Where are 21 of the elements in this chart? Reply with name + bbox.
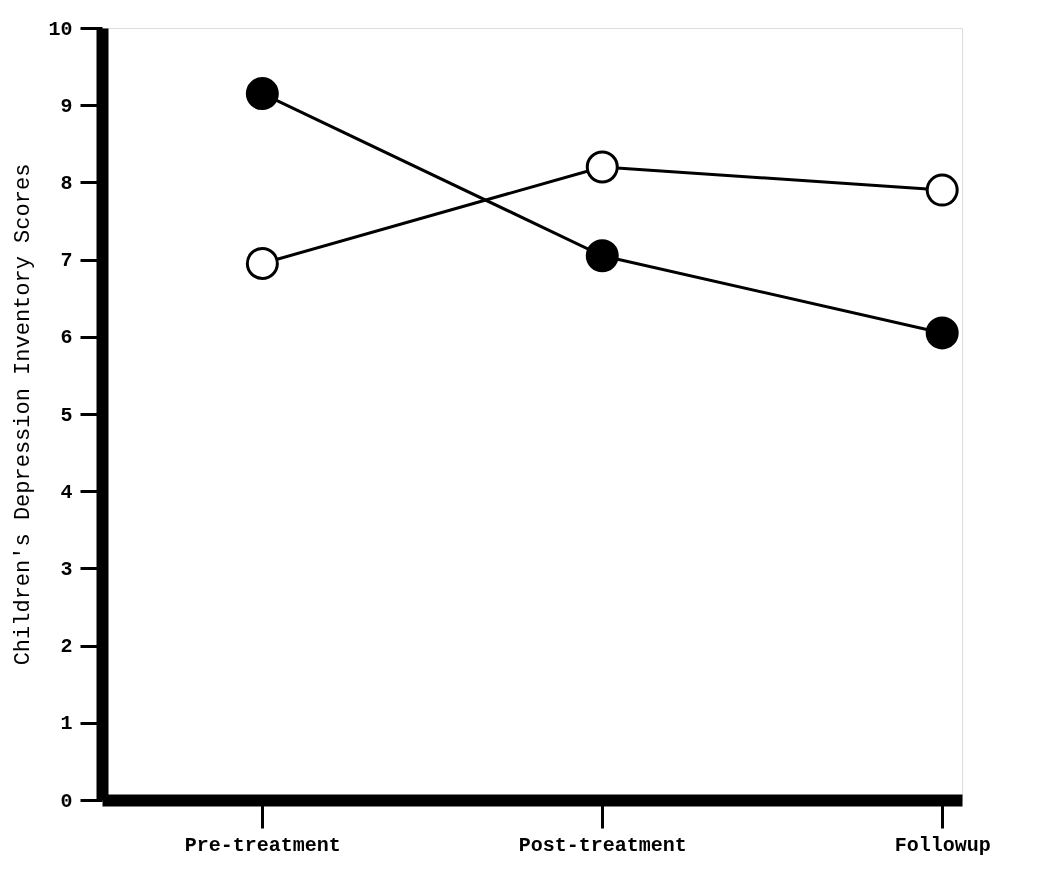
y-tick-label: 1 [60, 712, 73, 736]
y-tick-label: 3 [60, 557, 73, 581]
y-tick-label: 2 [60, 635, 73, 659]
point [925, 173, 959, 207]
y-tick-label: 5 [60, 403, 73, 427]
y-tick-label: 9 [60, 94, 73, 118]
point [245, 246, 279, 280]
y-tick-label: 6 [60, 326, 73, 350]
y-tick-label: 0 [60, 789, 73, 813]
point [585, 150, 619, 184]
x-tick-label: Pre-treatment [184, 833, 341, 857]
y-tick-label: 8 [60, 171, 73, 195]
point [585, 239, 619, 273]
x-tick-label: Followup [894, 833, 991, 857]
y-axis-title: Children's Depression Inventory Scores [11, 163, 37, 666]
y-tick-label: 10 [48, 17, 73, 41]
y-tick-label: 4 [60, 480, 73, 504]
y-tick-label: 7 [60, 249, 73, 273]
point [925, 316, 959, 350]
point [245, 77, 279, 111]
x-tick-label: Post-treatment [518, 833, 687, 857]
